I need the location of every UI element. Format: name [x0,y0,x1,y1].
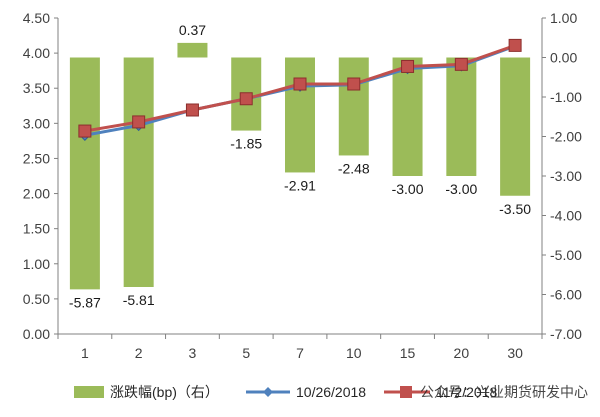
y-axis-right: -7.00 -6.00 -5.00 -4.00 -3.00 -2.00 -1.00 0.00 1… [541,10,582,342]
legend-marker-series-1 [263,387,273,397]
x-tick-label: 20 [454,345,470,361]
x-axis: 1 2 3 5 7 10 15 20 30 [57,333,543,361]
bar-30 [500,57,531,196]
y-left-tick-label: 4.50 [23,10,50,26]
legend-label-series-1: 10/26/2018 [296,384,366,400]
y-right-tick-label: -1.00 [550,89,582,105]
bar-data-label: -5.87 [69,294,101,310]
series-2-point [239,92,253,106]
plot-area: -5.87 -5.81 0.37 -1.85 -2.91 -2.48 -3.00 -3.00 -… [69,22,531,310]
legend-marker-series-2 [400,386,412,398]
bar-7 [285,57,315,173]
y-right-tick-label: -2.00 [550,129,582,145]
series-2-point [508,38,522,52]
y-right-tick-label: -5.00 [550,247,582,263]
y-right-tick-label: -7.00 [550,326,582,342]
series-2-point [185,103,199,117]
bar-data-label: -3.00 [445,181,477,197]
bar-2 [123,57,154,287]
x-tick-label: 5 [242,345,250,361]
bar-data-label: -2.48 [338,160,370,176]
y-left-tick-label: 1.00 [23,256,50,272]
x-tick-label: 1 [81,345,89,361]
x-tick-label: 15 [400,345,416,361]
x-tick-label: 30 [507,345,523,361]
bar-10 [338,57,369,156]
series-2-point [401,59,415,73]
bar-data-label: -5.81 [123,292,155,308]
series-2-point [293,77,307,91]
bar-20 [446,57,477,176]
legend-label-bars: 涨跌幅(bp)（右） [110,384,219,400]
x-tick-label: 7 [296,345,304,361]
y-left-tick-label: 0.00 [23,326,50,342]
series-2-point [78,124,92,138]
y-left-tick-label: 2.50 [23,150,50,166]
y-left-tick-label: 0.50 [23,291,50,307]
x-tick-label: 2 [135,345,143,361]
bar-3 [177,42,208,58]
bar-data-label: -1.85 [230,136,262,152]
y-axis-left: 0.00 0.50 1.00 1.50 2.00 2.50 3.00 3.50 4.00 4.50 [23,10,59,342]
y-right-tick-label: -6.00 [550,287,582,303]
y-right-tick-label: -3.00 [550,168,582,184]
y-right-tick-label: -4.00 [550,208,582,224]
legend-label-series-2: 11/2/2018 [436,384,497,400]
y-right-tick-label: 0.00 [550,50,577,66]
y-left-tick-label: 3.50 [23,80,50,96]
y-left-tick-label: 3.00 [23,115,50,131]
bar-data-label: 0.37 [179,22,206,38]
x-tick-label: 3 [189,345,197,361]
bar-data-label: -3.50 [499,201,531,217]
series-2-point [347,77,361,91]
y-left-tick-label: 1.50 [23,221,50,237]
bar-1 [69,57,100,290]
y-left-tick-label: 4.00 [23,45,50,61]
legend: 涨跌幅(bp)（右） 10/26/2018 11/2/2018公众号：兴业期货研发中… [74,384,588,400]
bar-data-label: -2.91 [284,177,316,193]
legend-swatch-bars [74,386,104,398]
series-2-point [454,57,468,71]
y-left-tick-label: 2.00 [23,186,50,202]
series-2-point [132,115,146,129]
y-right-tick-label: 1.00 [550,10,577,26]
bar-data-label: -3.00 [392,181,424,197]
x-tick-label: 10 [346,345,362,361]
bar-15 [392,57,423,176]
watermark-text: 公众号：兴业期货研发中心 [420,384,588,400]
